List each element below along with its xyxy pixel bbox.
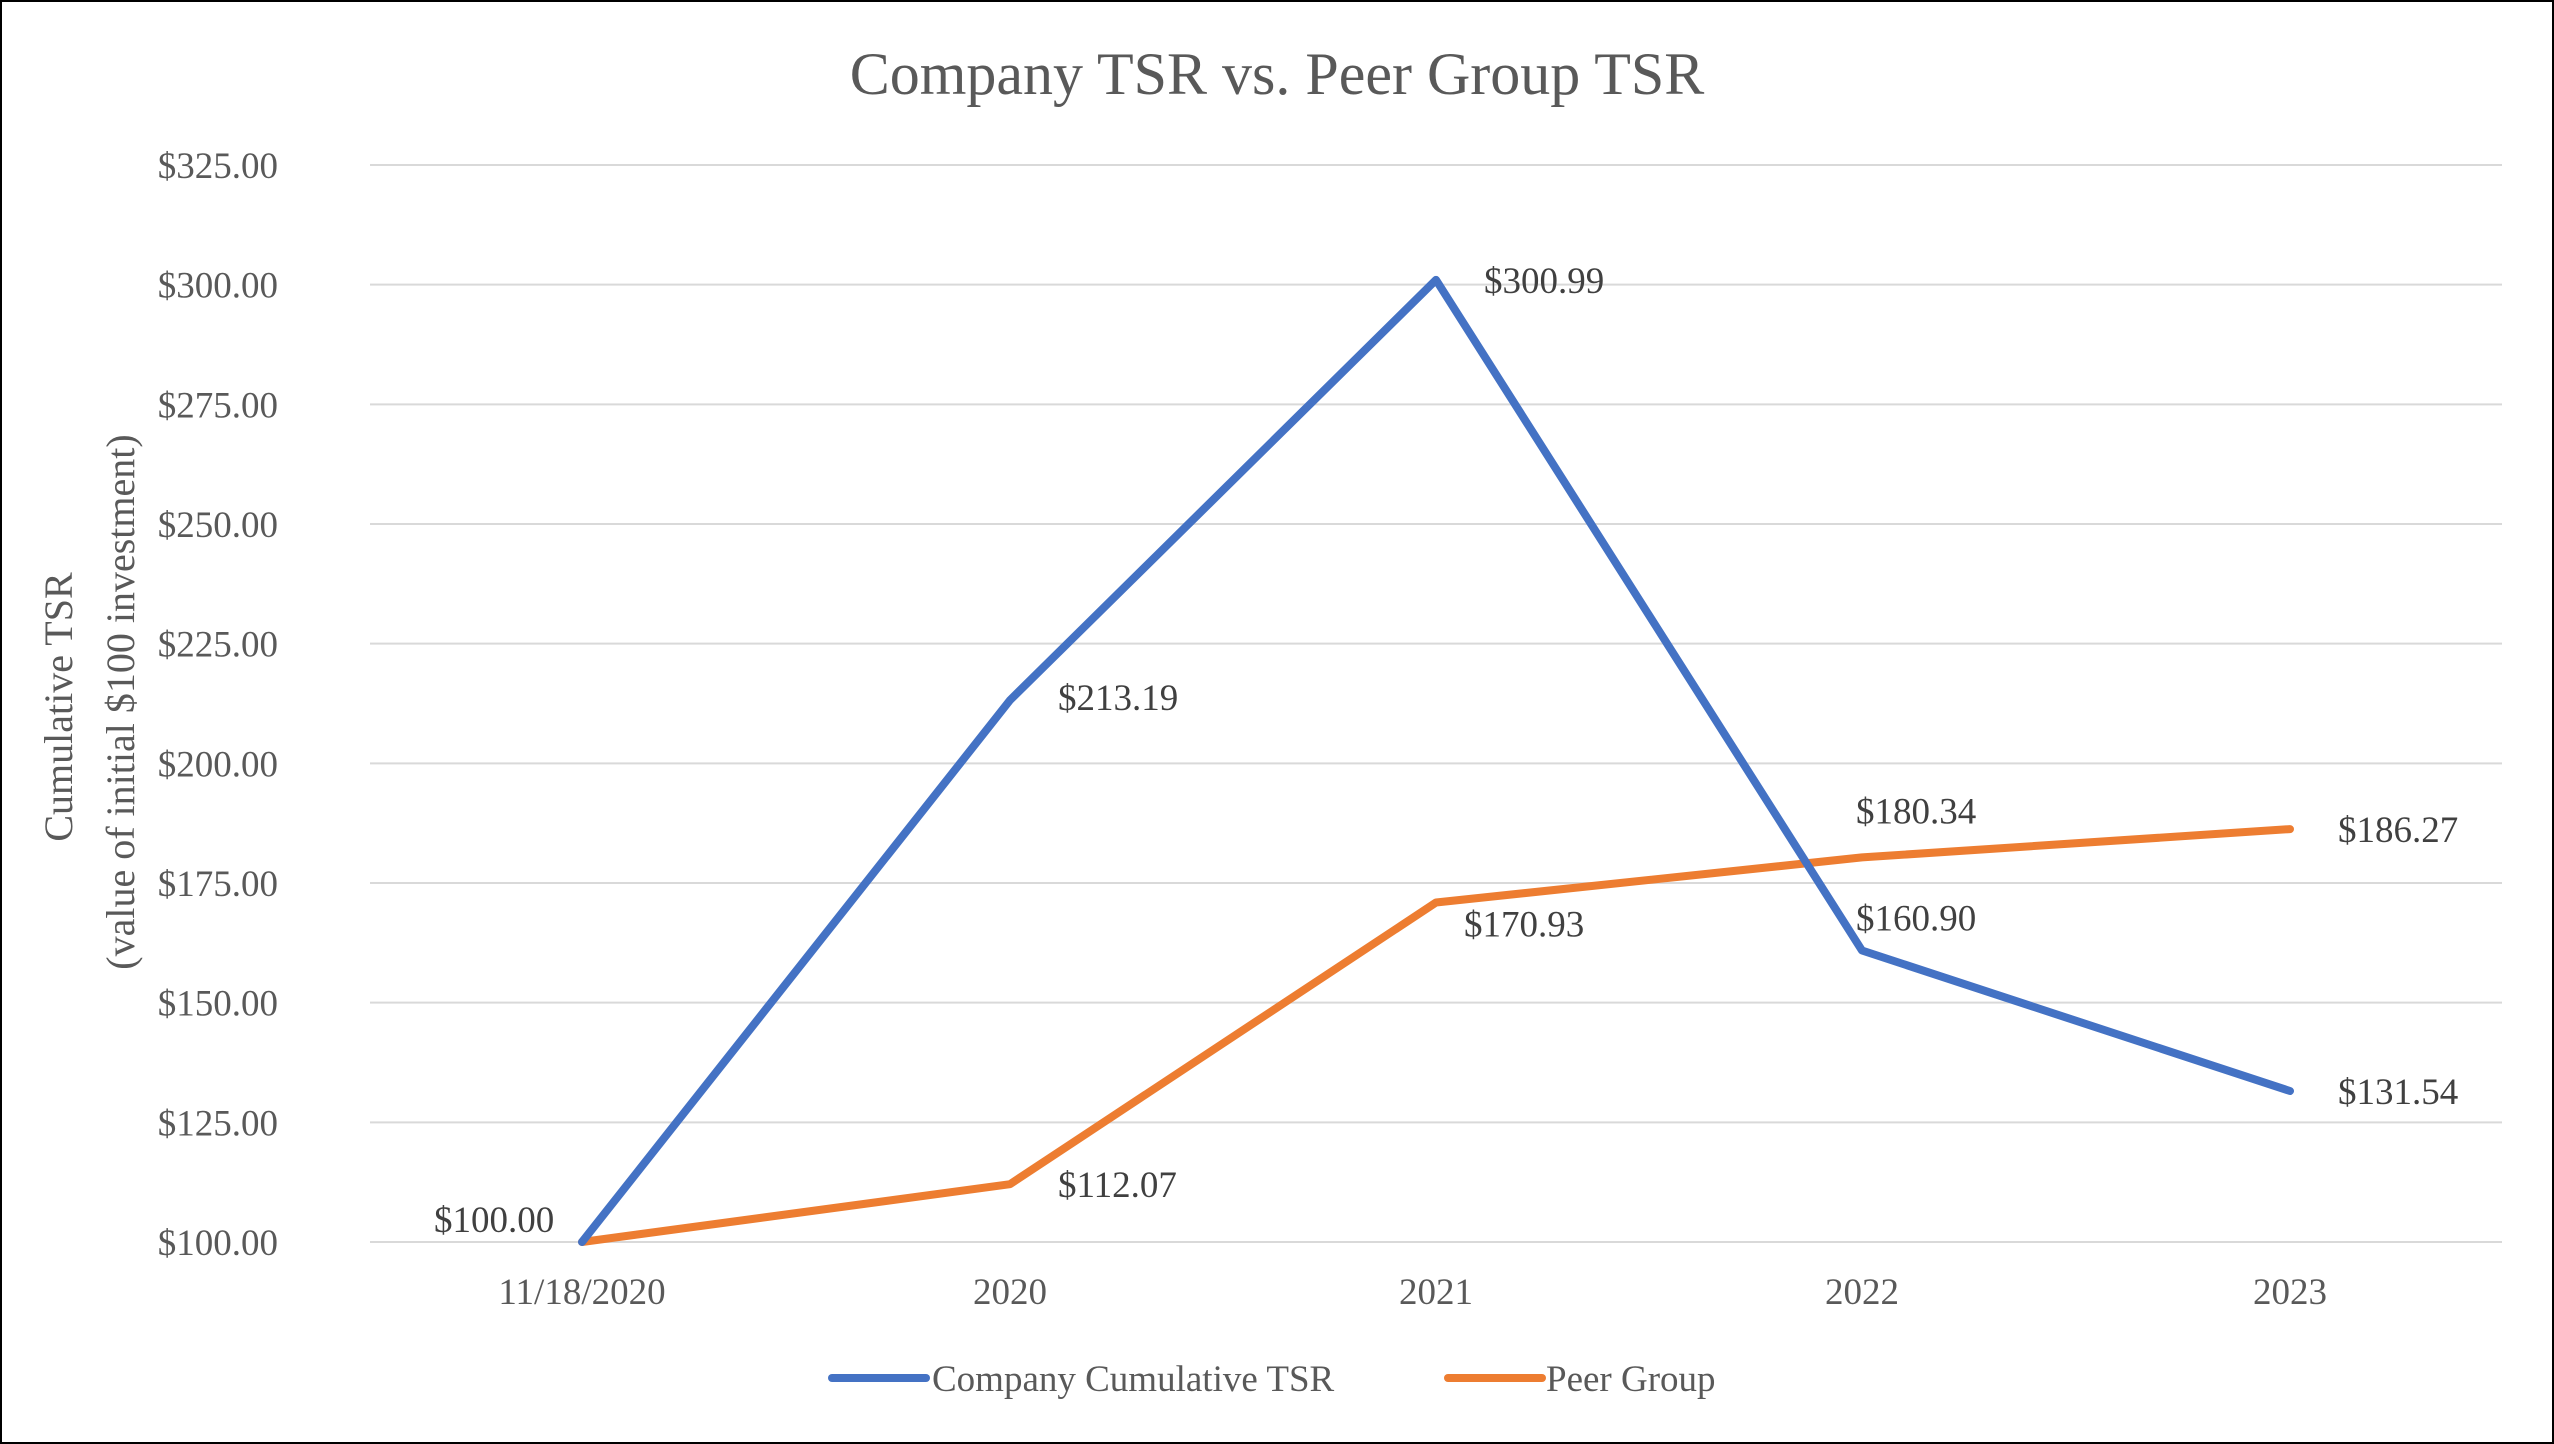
series-lines [578,275,2294,1246]
y-tick-label: $150.00 [158,984,278,1025]
data-label: $112.07 [1058,1165,1177,1206]
x-tick-label: 2023 [2253,1272,2327,1313]
y-tick-label: $300.00 [158,266,278,307]
series-line-peer-group [578,825,2294,1246]
data-label: $180.34 [1856,791,1976,832]
x-axis-tick-labels: 11/18/2020 2020 2021 2022 2023 [498,1272,2327,1313]
data-label: $186.27 [2338,810,2458,851]
data-label: $160.90 [1856,898,1976,939]
x-tick-label: 2022 [1825,1272,1899,1313]
y-tick-label: $125.00 [158,1103,278,1144]
y-tick-label: $250.00 [158,505,278,546]
x-tick-label: 11/18/2020 [498,1272,665,1313]
x-tick-label: 2020 [973,1272,1047,1313]
legend-label: Company Cumulative TSR [932,1359,1335,1400]
y-axis-tick-labels: $100.00 $125.00 $150.00 $175.00 $200.00 $225.… [158,146,278,1264]
data-labels: $100.00 $213.19 $300.99 $160.90 $131.54 $112.… [434,261,2458,1241]
y-tick-label: $200.00 [158,744,278,785]
data-label: $100.00 [434,1200,554,1241]
data-label: $170.93 [1464,904,1584,945]
legend: Company Cumulative TSR Peer Group [828,1359,1716,1400]
y-tick-label: $325.00 [158,146,278,187]
series-line-company-cumulative-tsr [578,275,2294,1246]
legend-item-company-cumulative-tsr: Company Cumulative TSR [828,1359,1335,1400]
data-label: $213.19 [1058,678,1178,719]
y-tick-label: $100.00 [158,1223,278,1264]
legend-item-peer-group: Peer Group [1444,1359,1716,1400]
y-axis-title-line-1: Cumulative TSR [36,572,81,842]
gridlines [370,164,2502,1243]
y-axis-title: Cumulative TSR (value of initial $100 in… [36,434,143,969]
data-label: $131.54 [2338,1072,2458,1113]
chart-title: Company TSR vs. Peer Group TSR [850,41,1705,107]
legend-label: Peer Group [1546,1359,1716,1400]
y-tick-label: $275.00 [158,385,278,426]
x-tick-label: 2021 [1399,1272,1473,1313]
y-axis-title-line-2: (value of initial $100 investment) [98,434,143,969]
data-label: $300.99 [1484,261,1604,302]
y-tick-label: $225.00 [158,625,278,666]
y-tick-label: $175.00 [158,864,278,905]
